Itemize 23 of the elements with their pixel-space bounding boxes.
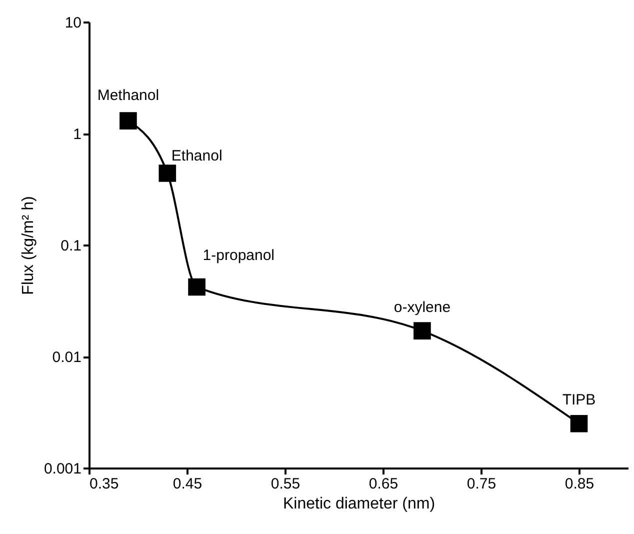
point <box>120 112 137 130</box>
annotation: o-xylene <box>394 298 451 316</box>
y-tick-label: 0.001 <box>44 460 82 478</box>
annotation: Methanol <box>97 86 160 104</box>
y-tick-label: 0.1 <box>60 238 82 254</box>
y-tick-label: 0.01 <box>52 349 82 366</box>
annotation: Ethanol <box>171 147 222 164</box>
y-tick-label: 1 <box>73 126 82 143</box>
point <box>414 322 431 340</box>
x-tick-label: 0.45 <box>172 476 202 492</box>
annotation: 1-propanol <box>202 247 275 264</box>
x-tick-label: 0.75 <box>466 476 496 492</box>
y-tick-label: 10 <box>64 14 82 32</box>
x-tick-label: 0.65 <box>368 476 398 492</box>
x-axis-title: Kinetic diameter (nm) <box>282 496 436 512</box>
y-axis-title: Flux (kg/m² h) <box>20 196 37 295</box>
point <box>570 414 588 432</box>
x-tick-label: 0.35 <box>90 476 119 492</box>
annotation: TIPB <box>562 392 596 409</box>
x-tick-label: 0.55 <box>270 476 300 492</box>
point <box>158 164 176 182</box>
point <box>188 278 206 296</box>
x-tick-label: 0.85 <box>564 476 594 492</box>
